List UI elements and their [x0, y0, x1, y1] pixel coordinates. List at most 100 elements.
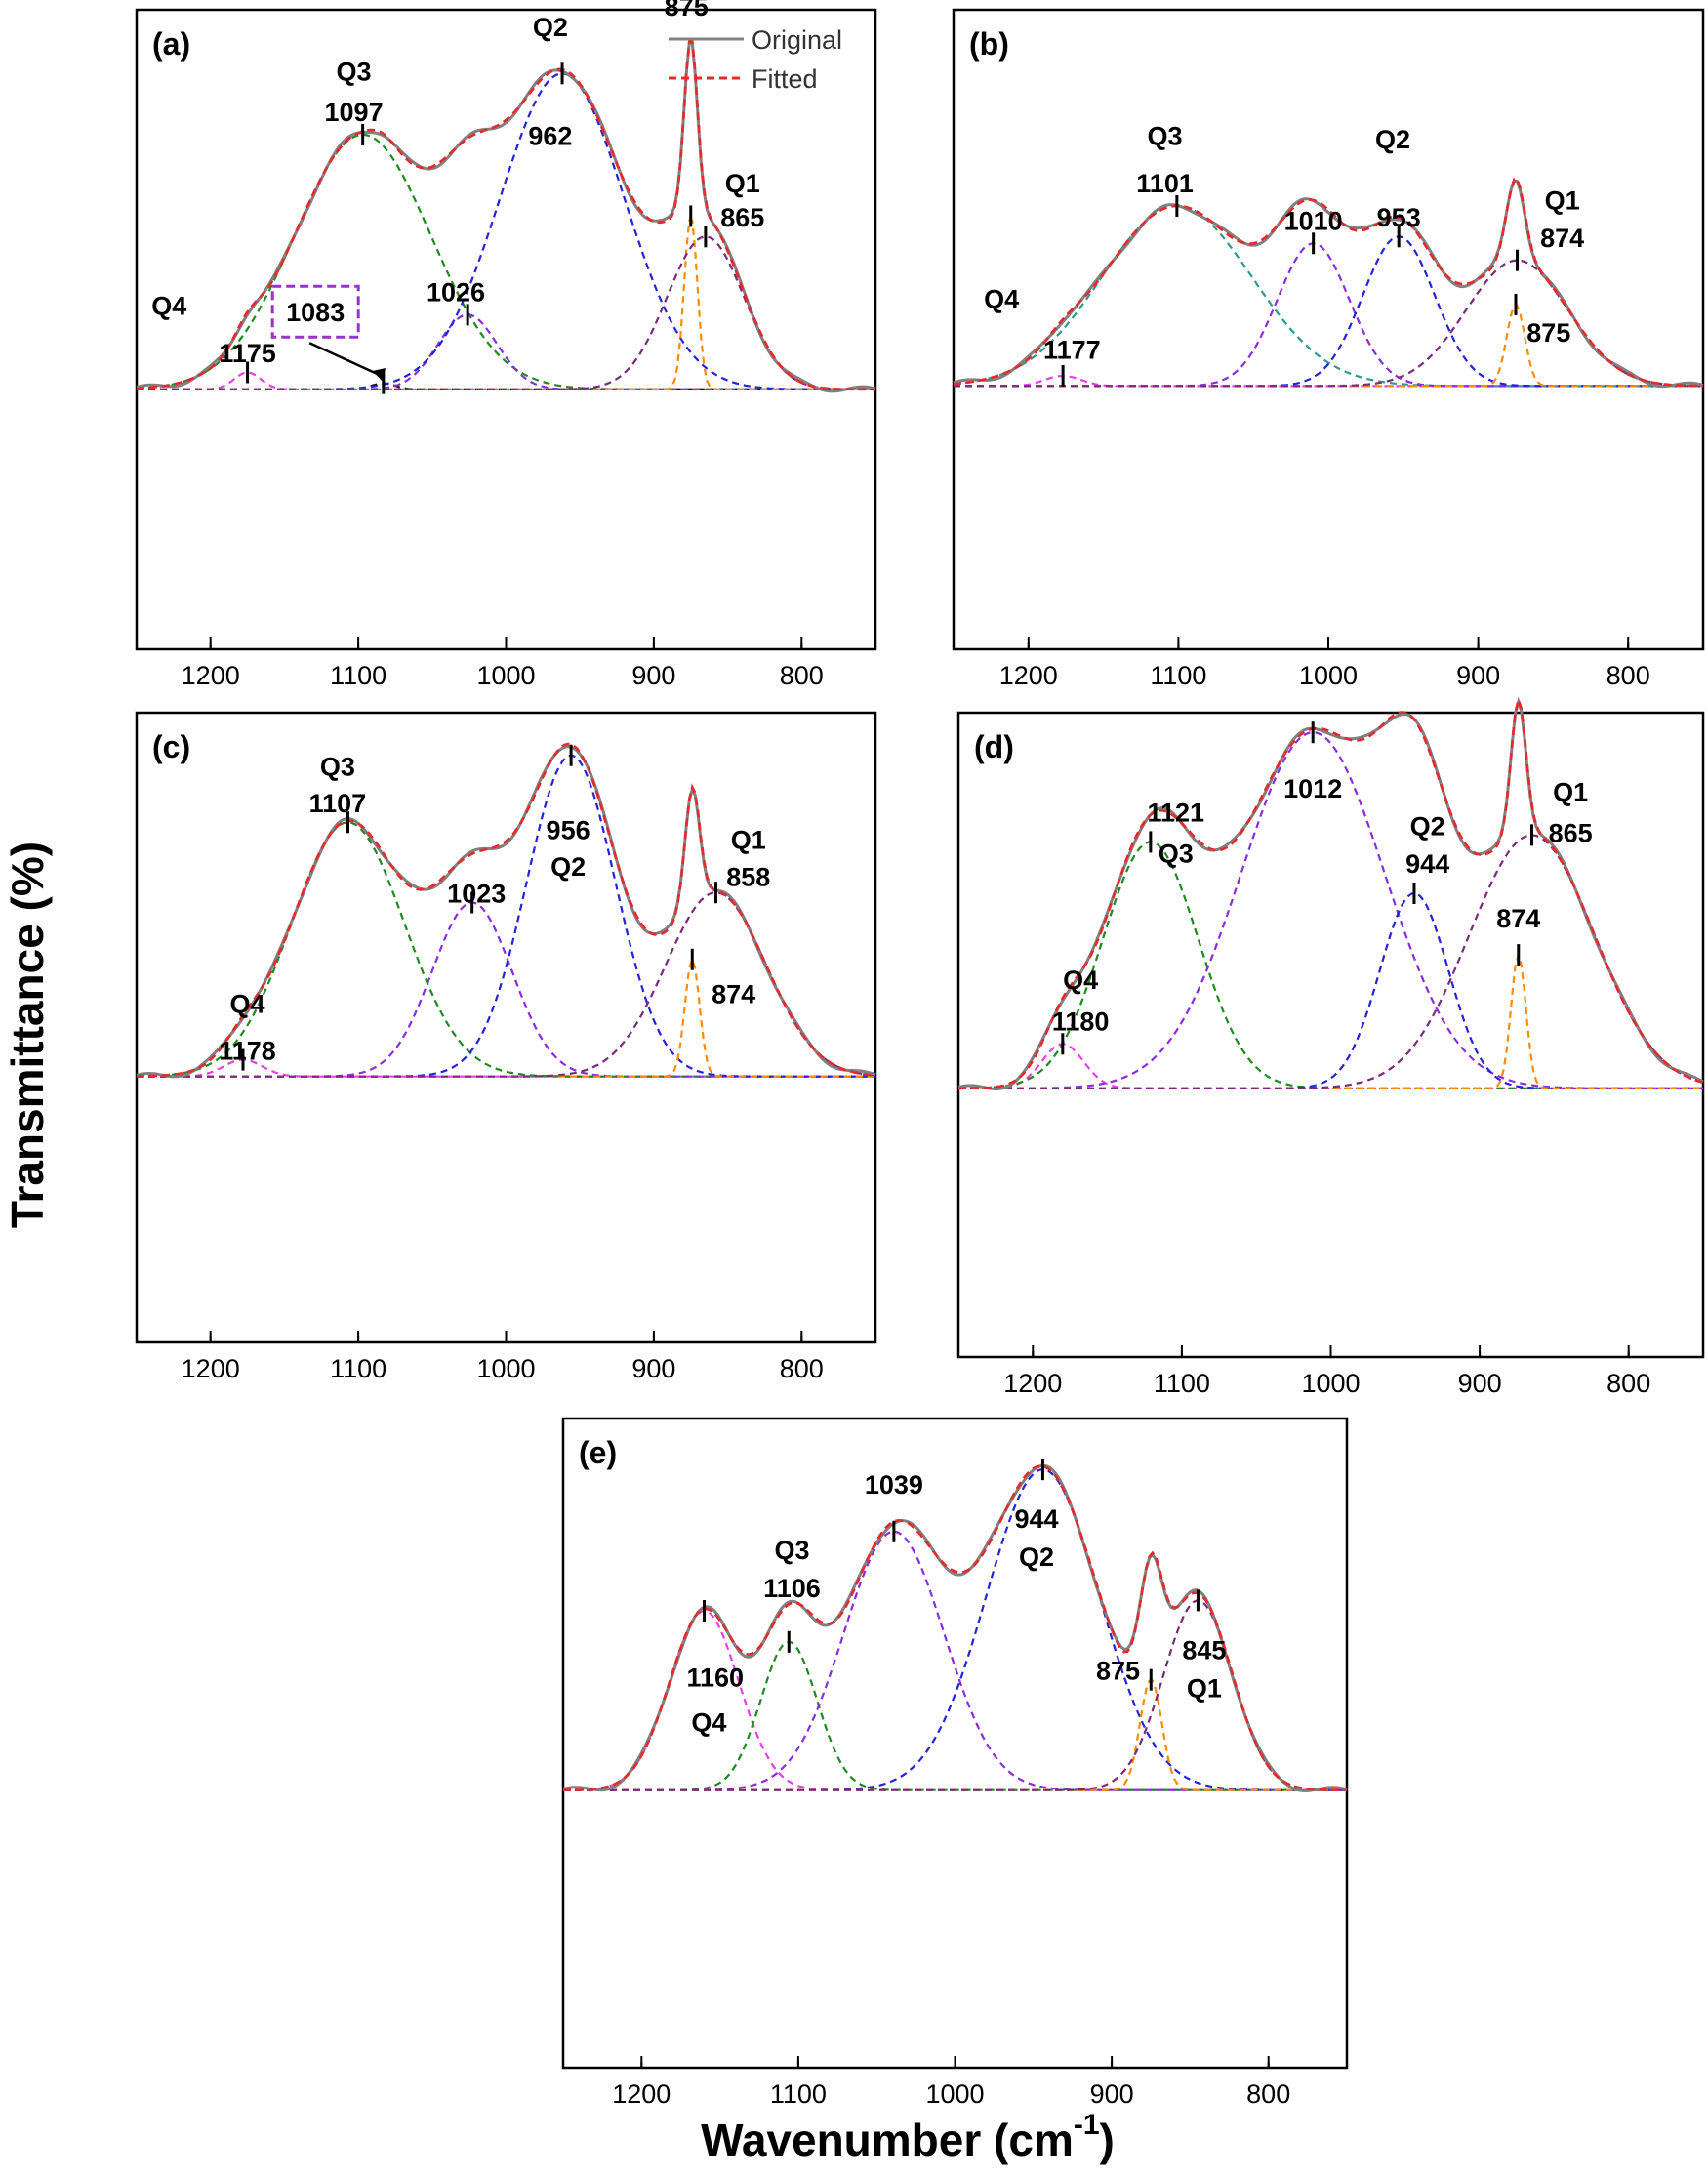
x-tick-label: 1200: [182, 1354, 240, 1383]
x-axis-label: Wavenumber (cm-1): [701, 2109, 1115, 2165]
peak-annotation: 845: [1182, 1635, 1226, 1664]
fitted-spectrum: [958, 695, 1704, 1090]
peak-annotation: 865: [1549, 818, 1593, 847]
peak-annotation: Q1: [1545, 185, 1580, 215]
x-tick-label: 1000: [1301, 1369, 1360, 1398]
component-curve-1010: [954, 242, 1703, 388]
peak-annotation: 874: [1540, 224, 1584, 253]
x-tick-label: 1200: [999, 661, 1058, 690]
panel-a: 1200 1100 1000 900 800 (a) Q4 1175 Q3 1097 1026 Q2 9…: [135, 0, 877, 690]
peak-annotation: 874: [712, 979, 755, 1008]
x-tick-label: 800: [1606, 661, 1650, 690]
peak-annotation: 875: [1526, 318, 1570, 348]
x-axis-label-superscript: -1: [1074, 2109, 1100, 2141]
peak-annotation: Q1: [1187, 1673, 1222, 1703]
peak-annotation: 1160: [686, 1664, 744, 1693]
x-tick-label: 1000: [1299, 661, 1358, 690]
component-curve-q2: [137, 754, 875, 1078]
peak-annotation: 956: [547, 815, 590, 844]
x-tick-label: 800: [1246, 2079, 1290, 2109]
component-curve-q2: [563, 1468, 1347, 1791]
component-curve-q3: [136, 133, 875, 390]
component-curve-q4: [958, 1043, 1703, 1089]
peak-annotation: Q3: [774, 1536, 809, 1565]
boxed-annotation: 1083: [286, 298, 345, 327]
peak-annotation: 1026: [427, 277, 485, 307]
peak-annotation: Q4: [151, 291, 186, 320]
peak-annotation: 874: [1496, 904, 1540, 933]
panel-label: (c): [152, 729, 190, 764]
component-curve-q1: [137, 235, 875, 390]
annotation-arrow: [308, 342, 385, 379]
x-tick-label: 1100: [330, 661, 386, 690]
x-tick-label: 900: [1456, 661, 1500, 690]
component-curve-q1-sharp: [958, 951, 1703, 1089]
x-tick-label: 1200: [1003, 1369, 1062, 1398]
x-tick-label: 1000: [476, 1354, 535, 1383]
component-curve-q4: [954, 374, 1703, 388]
peak-annotation: Q1: [731, 826, 766, 855]
peak-annotation: Q2: [1019, 1542, 1054, 1572]
panel-c: 1200 1100 1000 900 800 (c) Q3 1107 1023 956 Q2 Q1 85…: [135, 711, 877, 1383]
peak-annotation: 962: [528, 121, 572, 150]
panel-b: 1200 1100 1000 900 800 (b) Q4 1177 Q3 1101 Q2 1010 9…: [952, 8, 1705, 690]
peak-annotation: 875: [665, 0, 709, 21]
peak-annotation: 1010: [1284, 206, 1343, 235]
peak-annotation: 953: [1377, 203, 1421, 232]
peak-annotation: 1178: [219, 1037, 276, 1066]
x-tick-label: 1100: [1150, 661, 1206, 690]
panel-label: (a): [152, 26, 190, 62]
peak-annotation: Q2: [1375, 125, 1410, 154]
x-tick-label: 1200: [182, 661, 240, 690]
original-spectrum: [562, 1463, 1348, 1793]
x-tick-label: 1000: [476, 661, 535, 690]
panel-d: 1200 1100 1000 900 800 (d) 1121 Q3 1012 Q2 944 Q1 86…: [956, 695, 1705, 1398]
peak-annotation: Q4: [984, 284, 1019, 313]
fitted-spectrum: [953, 178, 1704, 388]
peak-annotation: 944: [1014, 1504, 1058, 1534]
component-curve-q1: [958, 834, 1704, 1089]
peak-annotation: Q3: [320, 752, 355, 781]
x-tick-label: 900: [1458, 1369, 1502, 1398]
original-spectrum: [136, 745, 876, 1079]
component-curve-q4: [563, 1609, 1347, 1791]
fitted-spectrum: [136, 742, 876, 1078]
peak-annotation: 1012: [1283, 774, 1342, 803]
peak-annotation: 1039: [865, 1470, 923, 1500]
x-tick-label: 800: [1606, 1369, 1650, 1398]
peak-annotation: Q4: [230, 990, 265, 1019]
peak-annotation: 865: [720, 203, 764, 232]
peak-annotation: 1106: [763, 1574, 821, 1603]
peak-annotation: 858: [726, 862, 770, 891]
plot-frame: [561, 1417, 1349, 2070]
x-tick-label: 1100: [770, 2079, 827, 2109]
x-tick-label: 1000: [925, 2079, 984, 2109]
x-tick-label: 800: [780, 661, 824, 690]
x-axis-label-main: Wavenumber (cm: [701, 2115, 1074, 2165]
peak-annotation: 1107: [309, 789, 367, 818]
component-curve-q2: [954, 235, 1703, 388]
peak-annotation: Q2: [550, 852, 586, 882]
peak-annotation: Q3: [1148, 121, 1183, 150]
component-curve-q1: [954, 259, 1704, 388]
peak-annotation: 1180: [1052, 1007, 1110, 1036]
x-tick-label: 1200: [612, 2079, 671, 2109]
peak-annotation: 1097: [325, 98, 384, 127]
panels-group: 1200 1100 1000 900 800 (a) Q4 1175 Q3 1097 1026 Q2 9…: [135, 0, 1705, 2109]
peak-annotation: 1101: [1136, 169, 1194, 198]
x-tick-label: 900: [631, 1354, 675, 1383]
x-tick-label: 1100: [330, 1354, 386, 1383]
peak-annotation: 1121: [1148, 798, 1205, 827]
x-tick-label: 800: [780, 1354, 824, 1383]
x-tick-label: 900: [631, 661, 675, 690]
fitted-spectrum: [563, 1464, 1347, 1791]
annotation-arrowhead: [372, 367, 386, 383]
x-tick-label: 900: [1090, 2079, 1134, 2109]
peak-annotation: 1023: [447, 880, 506, 909]
legend: Original Fitted: [669, 25, 842, 94]
peak-annotation: Q4: [691, 1708, 726, 1738]
boxed-annotation-frame: [270, 284, 360, 339]
x-axis-label-close: ): [1100, 2115, 1115, 2165]
peak-annotation: 1177: [1043, 336, 1101, 365]
